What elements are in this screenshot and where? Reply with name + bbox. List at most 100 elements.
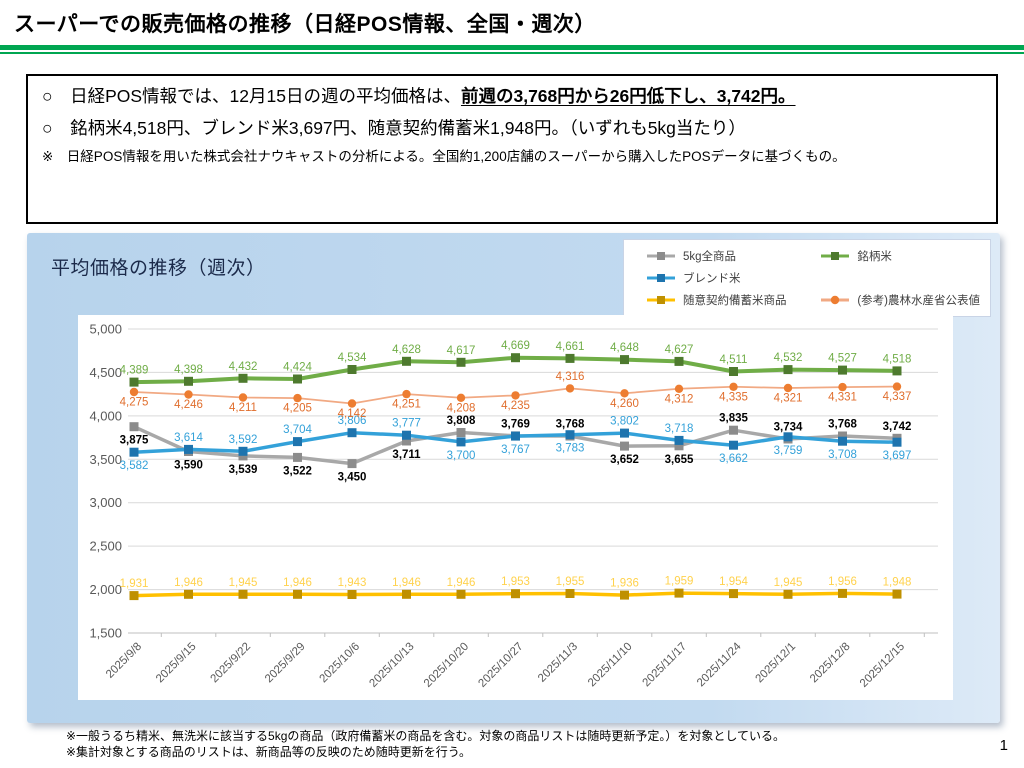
svg-text:4,424: 4,424 bbox=[283, 362, 312, 374]
legend-label: (参考)農林水産省公表値 bbox=[857, 295, 980, 307]
svg-text:3,590: 3,590 bbox=[174, 460, 203, 472]
svg-text:3,767: 3,767 bbox=[501, 444, 530, 456]
svg-text:1,931: 1,931 bbox=[120, 578, 149, 590]
page-title: スーパーでの販売価格の推移（日経POS情報、全国・週次） bbox=[14, 13, 596, 36]
svg-text:2,500: 2,500 bbox=[89, 539, 122, 554]
svg-text:4,617: 4,617 bbox=[447, 345, 476, 357]
legend-spacer bbox=[820, 270, 980, 286]
svg-text:2025/10/13: 2025/10/13 bbox=[367, 641, 416, 690]
legend-marker-icon bbox=[647, 296, 675, 304]
legend-item-3: 随意契約備蓄米商品 bbox=[646, 292, 802, 308]
svg-text:4,534: 4,534 bbox=[338, 352, 367, 364]
svg-text:3,759: 3,759 bbox=[774, 445, 803, 457]
legend-marker-icon bbox=[821, 252, 850, 260]
svg-text:4,211: 4,211 bbox=[229, 402, 257, 414]
svg-text:2025/9/29: 2025/9/29 bbox=[263, 641, 308, 686]
svg-text:4,527: 4,527 bbox=[828, 353, 857, 365]
svg-text:3,769: 3,769 bbox=[501, 418, 530, 430]
legend-label: 随意契約備蓄米商品 bbox=[683, 295, 787, 307]
svg-text:1,946: 1,946 bbox=[392, 577, 421, 589]
svg-text:2025/10/27: 2025/10/27 bbox=[476, 641, 525, 690]
svg-text:3,718: 3,718 bbox=[665, 423, 694, 435]
svg-text:2,000: 2,000 bbox=[89, 582, 122, 597]
svg-text:4,260: 4,260 bbox=[610, 398, 639, 410]
legend-item-2: ブレンド米 bbox=[646, 270, 802, 286]
svg-text:4,518: 4,518 bbox=[883, 353, 912, 365]
svg-text:3,777: 3,777 bbox=[392, 418, 421, 430]
svg-text:3,742: 3,742 bbox=[883, 421, 912, 433]
svg-text:1,936: 1,936 bbox=[610, 578, 639, 590]
svg-text:4,628: 4,628 bbox=[392, 344, 421, 356]
svg-text:4,205: 4,205 bbox=[283, 403, 312, 415]
svg-text:3,768: 3,768 bbox=[556, 419, 585, 431]
svg-text:1,945: 1,945 bbox=[229, 577, 258, 589]
chart-panel: 平均価格の推移（週次） 5kg全商品 銘柄米ブレンド米随意契約備蓄米商品 (参考)農… bbox=[27, 233, 1000, 723]
legend-item-4: (参考)農林水産省公表値 bbox=[820, 292, 980, 308]
svg-text:3,768: 3,768 bbox=[828, 419, 857, 431]
legend-label: ブレンド米 bbox=[683, 273, 741, 285]
svg-text:3,734: 3,734 bbox=[774, 422, 803, 434]
svg-text:4,246: 4,246 bbox=[174, 399, 203, 411]
legend-marker-icon bbox=[647, 274, 675, 282]
svg-text:3,500: 3,500 bbox=[89, 452, 122, 467]
svg-text:3,539: 3,539 bbox=[229, 464, 258, 476]
svg-text:2025/9/15: 2025/9/15 bbox=[154, 641, 199, 686]
svg-text:3,662: 3,662 bbox=[719, 453, 748, 465]
header-divider bbox=[0, 45, 1024, 54]
footnote-1: ※一般うるち精米、無洗米に該当する5kgの商品（政府備蓄米の商品を含む。対象の商… bbox=[66, 729, 786, 743]
svg-text:1,946: 1,946 bbox=[447, 577, 476, 589]
bullet-1-text: ○ 日経POS情報では、12月15日の週の平均価格は、 bbox=[42, 86, 461, 106]
svg-text:4,142: 4,142 bbox=[338, 408, 367, 420]
svg-text:2025/10/20: 2025/10/20 bbox=[422, 641, 471, 690]
svg-text:2025/9/8: 2025/9/8 bbox=[104, 641, 144, 681]
legend-marker-icon bbox=[647, 252, 675, 260]
svg-text:2025/10/6: 2025/10/6 bbox=[317, 641, 362, 686]
svg-text:4,235: 4,235 bbox=[501, 400, 530, 412]
svg-text:3,808: 3,808 bbox=[447, 415, 476, 427]
svg-text:1,955: 1,955 bbox=[556, 576, 585, 588]
svg-text:1,956: 1,956 bbox=[828, 576, 857, 588]
summary-note: ※ 日経POS情報を用いた株式会社ナウキャストの分析による。全国約1,200店舗… bbox=[42, 148, 846, 164]
svg-text:3,000: 3,000 bbox=[89, 495, 122, 510]
svg-text:2025/12/1: 2025/12/1 bbox=[753, 641, 798, 686]
svg-text:4,432: 4,432 bbox=[229, 361, 258, 373]
svg-text:4,337: 4,337 bbox=[883, 391, 912, 403]
svg-text:4,275: 4,275 bbox=[120, 397, 149, 409]
summary-bullet-1: ○ 日経POS情報では、12月15日の週の平均価格は、前週の3,768円から26… bbox=[42, 84, 982, 109]
page-number: 1 bbox=[999, 737, 1008, 754]
svg-text:3,835: 3,835 bbox=[719, 413, 748, 425]
chart-title: 平均価格の推移（週次） bbox=[51, 258, 266, 279]
svg-text:4,335: 4,335 bbox=[719, 391, 748, 403]
svg-text:4,312: 4,312 bbox=[665, 393, 694, 405]
svg-text:3,875: 3,875 bbox=[120, 435, 149, 447]
svg-text:3,711: 3,711 bbox=[392, 449, 421, 461]
svg-text:4,316: 4,316 bbox=[556, 371, 585, 383]
divider-thick-bar bbox=[0, 45, 1024, 50]
svg-text:1,954: 1,954 bbox=[719, 576, 748, 588]
svg-text:3,700: 3,700 bbox=[447, 450, 476, 462]
svg-text:3,652: 3,652 bbox=[610, 454, 639, 466]
svg-text:4,648: 4,648 bbox=[610, 342, 639, 354]
svg-text:5,000: 5,000 bbox=[89, 322, 122, 337]
svg-text:2025/11/10: 2025/11/10 bbox=[586, 641, 635, 690]
svg-text:3,614: 3,614 bbox=[174, 432, 203, 444]
svg-text:3,783: 3,783 bbox=[556, 443, 585, 455]
svg-text:3,704: 3,704 bbox=[283, 424, 312, 436]
bullet-1-emphasis: 前週の3,768円から26円低下し、3,742円。 bbox=[460, 86, 796, 106]
svg-text:4,511: 4,511 bbox=[720, 354, 748, 366]
svg-text:4,321: 4,321 bbox=[774, 393, 803, 405]
svg-text:4,000: 4,000 bbox=[89, 408, 122, 423]
svg-text:2025/11/3: 2025/11/3 bbox=[536, 641, 580, 685]
svg-text:3,592: 3,592 bbox=[229, 434, 258, 446]
svg-text:1,945: 1,945 bbox=[774, 577, 803, 589]
legend-item-1: 銘柄米 bbox=[820, 248, 980, 264]
svg-text:1,953: 1,953 bbox=[501, 576, 530, 588]
legend-item-0: 5kg全商品 bbox=[646, 248, 802, 264]
svg-text:4,251: 4,251 bbox=[392, 399, 421, 411]
svg-text:1,959: 1,959 bbox=[665, 576, 694, 588]
svg-text:2025/11/24: 2025/11/24 bbox=[695, 640, 744, 689]
svg-text:3,655: 3,655 bbox=[665, 454, 694, 466]
divider-gap bbox=[0, 50, 1024, 52]
svg-text:1,946: 1,946 bbox=[283, 577, 312, 589]
